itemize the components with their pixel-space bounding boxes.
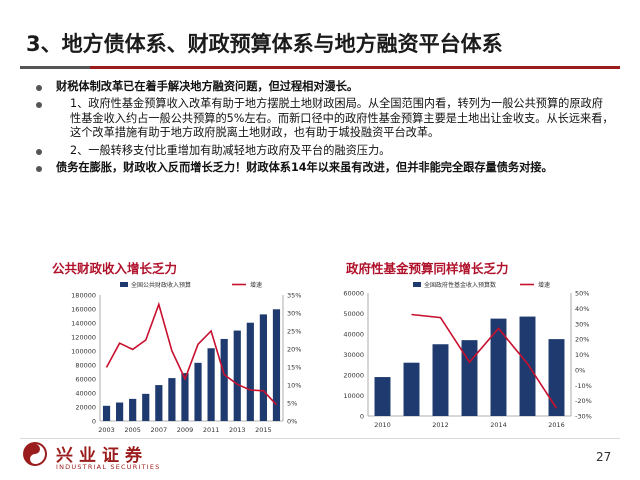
footer-divider bbox=[20, 438, 620, 439]
bullet-item: 财税体制改革已在着手解决地方融资问题，但过程相对漫长。 bbox=[34, 80, 614, 94]
bar bbox=[220, 338, 228, 421]
bullet-dot-icon bbox=[36, 102, 42, 109]
y-tick-label-right: 30% bbox=[575, 320, 589, 328]
bar bbox=[461, 340, 478, 416]
x-tick-label: 2007 bbox=[151, 426, 168, 434]
bar bbox=[233, 330, 241, 421]
chart-title-fund-budget: 政府性基金预算同样增长乏力 bbox=[346, 261, 509, 276]
y-tick-label-left: 80000 bbox=[75, 362, 96, 370]
bar bbox=[116, 402, 124, 421]
y-tick-label-right: 25% bbox=[287, 328, 301, 336]
series-line bbox=[411, 313, 558, 409]
bar bbox=[194, 362, 202, 421]
y-tick-label-right: 10% bbox=[287, 382, 301, 390]
bullet-item: 2、一般转移支付比重增加有助减轻地方政府及平台的融资压力。 bbox=[34, 144, 614, 158]
y-tick-label-left: 140000 bbox=[71, 320, 96, 328]
bar bbox=[374, 377, 391, 416]
y-tick-label-left: 20000 bbox=[75, 404, 96, 412]
y-tick-label-left: 180000 bbox=[71, 292, 96, 300]
y-tick-label-right: -20% bbox=[575, 397, 592, 405]
public-revenue-chart: 0 20000 40000 60000 80000 100000 120000 140000 1… bbox=[71, 281, 301, 434]
bar bbox=[272, 309, 281, 421]
chart-title-public-revenue: 公共财政收入增长乏力 bbox=[52, 261, 178, 276]
y-tick-label-left: 30000 bbox=[343, 351, 364, 359]
x-tick-label: 2013 bbox=[229, 426, 246, 434]
bar bbox=[102, 405, 111, 421]
bullet-dot-icon bbox=[36, 85, 42, 91]
y-tick-label-left: 60000 bbox=[75, 376, 96, 384]
y-tick-label-left: 40000 bbox=[343, 331, 364, 339]
y-tick-label-right: 30% bbox=[287, 310, 301, 318]
y-tick-label-right: -10% bbox=[575, 382, 592, 390]
x-tick-label: 2012 bbox=[432, 421, 449, 429]
bar bbox=[259, 314, 267, 421]
bar bbox=[155, 385, 163, 421]
bullet-dot-icon bbox=[36, 148, 42, 155]
bullet-text: 1、政府性基金预算收入改革有助于地方摆脱土地财政困局。从全国范围内看，转列为一般… bbox=[70, 97, 614, 140]
y-tick-label-left: 60000 bbox=[343, 290, 364, 298]
bar bbox=[207, 348, 215, 421]
bar bbox=[168, 378, 176, 421]
legend-label-bar: 全国公共财政收入预算 bbox=[131, 281, 191, 289]
x-tick-label: 2014 bbox=[490, 421, 507, 429]
y-tick-label-right: 5% bbox=[287, 400, 297, 408]
legend-label-line: 增速 bbox=[538, 281, 550, 289]
y-tick-label-left: 160000 bbox=[71, 306, 96, 314]
bullet-dot-icon bbox=[36, 166, 42, 173]
title-divider-accent bbox=[20, 66, 90, 69]
y-tick-label-right: 20% bbox=[287, 346, 301, 354]
company-logo-icon bbox=[23, 442, 47, 466]
series-line bbox=[105, 301, 278, 406]
y-tick-label-left: 0 bbox=[360, 413, 364, 421]
y-tick-label-left: 50000 bbox=[343, 310, 364, 318]
y-tick-label-left: 100000 bbox=[71, 348, 96, 356]
page-title: 3、地方债体系、财政预算体系与地方融资平台体系 bbox=[26, 32, 503, 56]
y-tick-label-right: 40% bbox=[575, 305, 589, 313]
x-tick-label: 2003 bbox=[98, 426, 115, 434]
bar bbox=[246, 322, 254, 421]
fund-budget-chart: 0 10000 20000 30000 40000 50000 60000 -30% -20% -… bbox=[343, 281, 592, 429]
y-tick-label-right: 20% bbox=[575, 336, 589, 344]
bullet-item: 债务在膨胀，财政收入反而增长乏力！财政体系14年以来虽有改进，但并非能完全跟存量… bbox=[34, 161, 614, 175]
y-tick-label-right: 50% bbox=[575, 290, 589, 298]
bar bbox=[490, 318, 507, 416]
bullet-text: 财税体制改革已在着手解决地方融资问题，但过程相对漫长。 bbox=[56, 80, 359, 93]
legend-swatch-bar bbox=[120, 282, 128, 287]
y-tick-label-right: 10% bbox=[575, 351, 589, 359]
legend-label-bar: 全国政府性基金收入预算数 bbox=[424, 281, 496, 289]
bullet-list: 财税体制改革已在着手解决地方融资问题，但过程相对漫长。 1、政府性基金预算收入改… bbox=[34, 80, 614, 178]
x-tick-label: 2015 bbox=[255, 426, 272, 434]
brand-name-cn: 兴业证券 bbox=[56, 446, 148, 466]
x-tick-label: 2005 bbox=[124, 426, 141, 434]
y-tick-label-left: 10000 bbox=[343, 392, 364, 400]
bar bbox=[519, 316, 536, 416]
y-tick-label-left: 20000 bbox=[343, 372, 364, 380]
x-tick-label: 2011 bbox=[203, 426, 220, 434]
bar bbox=[181, 373, 189, 421]
bar bbox=[432, 344, 449, 416]
y-tick-label-left: 40000 bbox=[75, 390, 96, 398]
y-tick-label-left: 120000 bbox=[71, 334, 96, 342]
bullet-text: 债务在膨胀，财政收入反而增长乏力！财政体系14年以来虽有改进，但并非能完全跟存量… bbox=[56, 161, 553, 175]
bar bbox=[142, 393, 150, 421]
x-tick-label: 2010 bbox=[374, 421, 391, 429]
bar bbox=[129, 398, 137, 421]
bar bbox=[403, 362, 420, 416]
title-divider bbox=[20, 66, 620, 69]
brand-name-en: INDUSTRIAL SECURITIES bbox=[56, 463, 161, 471]
y-tick-label-right: 35% bbox=[287, 292, 301, 300]
y-tick-label-right: 0% bbox=[575, 366, 585, 374]
legend-swatch-bar bbox=[413, 282, 421, 287]
bullet-text: 2、一般转移支付比重增加有助减轻地方政府及平台的融资压力。 bbox=[70, 143, 391, 157]
legend-label-line: 增速 bbox=[250, 281, 262, 289]
y-tick-label-right: 0% bbox=[287, 418, 297, 426]
bullet-item: 1、政府性基金预算收入改革有助于地方摆脱土地财政困局。从全国范围内看，转列为一般… bbox=[34, 97, 614, 140]
x-tick-label: 2009 bbox=[177, 426, 194, 434]
page-number: 27 bbox=[596, 450, 612, 464]
y-tick-label-right: 15% bbox=[287, 364, 301, 372]
y-tick-label-left: 0 bbox=[92, 418, 96, 426]
x-tick-label: 2016 bbox=[548, 421, 565, 429]
y-tick-label-right: -30% bbox=[575, 413, 592, 421]
bar bbox=[548, 339, 565, 416]
